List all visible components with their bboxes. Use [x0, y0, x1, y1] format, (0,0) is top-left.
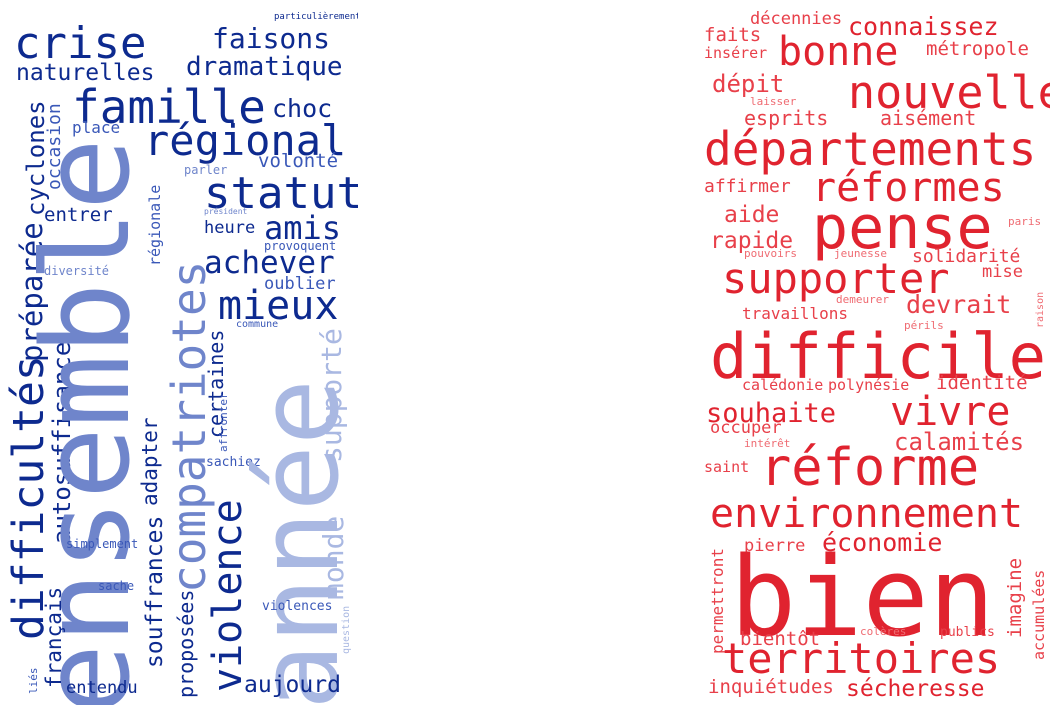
word-publics: publics — [940, 625, 995, 640]
word-commune: commune — [236, 319, 279, 330]
word-devrait: devrait — [906, 290, 1012, 319]
word-economie: économie — [822, 528, 943, 557]
word-solidarite: solidarité — [912, 246, 1021, 267]
word-regional: régional — [144, 116, 347, 165]
word-provoquent: provoquent — [264, 239, 337, 253]
word-adapter: adapter — [138, 417, 162, 506]
word-pierre: pierre — [744, 536, 806, 556]
word-aujourd: aujourd — [244, 672, 341, 698]
word-souhaite: souhaite — [706, 398, 837, 429]
word-imagine: imagine — [1004, 557, 1026, 638]
word-difficile: difficile — [710, 320, 1046, 393]
word-choc: choc — [272, 94, 333, 123]
word-connaissez: connaissez — [848, 12, 999, 41]
word-reforme: réforme — [760, 438, 980, 498]
word-faits: faits — [704, 24, 762, 46]
word-secheresse: sécheresse — [846, 676, 985, 702]
word-faisons: faisons — [212, 22, 331, 55]
word-bonne: bonne — [778, 29, 899, 75]
word-pense: pense — [812, 193, 993, 263]
word-lies: liés — [27, 667, 40, 695]
word-parler: parler — [184, 163, 228, 177]
word-simplement: simplement — [66, 537, 139, 551]
word-jeunesse: jeunesse — [834, 247, 887, 260]
word-souffrances: souffrances — [142, 515, 168, 668]
word-proposees: proposées — [174, 589, 198, 698]
word-perils: périls — [904, 319, 944, 332]
word-paris: paris — [1008, 215, 1042, 228]
word-question: question — [341, 605, 352, 654]
word-laisser: laisser — [750, 95, 797, 108]
word-environnement: environnement — [710, 491, 1024, 537]
word-amis: amis — [264, 209, 342, 247]
word-bientot: bientôt — [740, 628, 821, 650]
word-annee: année — [235, 378, 358, 705]
word-francais: français — [42, 586, 66, 688]
word-mise: mise — [982, 262, 1023, 282]
word-diversite: diversité — [44, 264, 110, 278]
word-accumulees: accumulées — [1030, 569, 1048, 660]
word-reformes: réformes — [812, 165, 1005, 211]
word-occuper: occuper — [710, 418, 782, 438]
word-violences: violences — [262, 599, 333, 614]
word-calamites: calamités — [894, 428, 1025, 456]
word-travaillons: travaillons — [742, 304, 848, 323]
word-naturelles: naturelles — [16, 60, 155, 86]
word-pouvoirs: pouvoirs — [744, 247, 797, 260]
word-coleres: colères — [860, 625, 907, 638]
word-entrer: entrer — [44, 204, 113, 226]
word-oublier: oublier — [264, 274, 336, 294]
word-mieux: mieux — [218, 283, 339, 329]
word-rapide: rapide — [710, 228, 794, 254]
word-supporter: supporter — [722, 254, 950, 303]
word-volonte: volonté — [258, 150, 339, 172]
word-decennies: décennies — [750, 9, 843, 29]
word-nouvelle: nouvelle — [848, 66, 1050, 119]
word-sache: sache — [98, 579, 135, 593]
word-cloud-left: particulièrement crise faisons naturelles dr… — [8, 8, 358, 706]
word-heure: heure — [204, 218, 256, 238]
word-dramatique: dramatique — [186, 52, 343, 82]
word-cloud-right: décennies connaissez faits bonne métropole in… — [700, 8, 1050, 705]
word-bien: bien — [730, 533, 995, 661]
word-aide: aide — [724, 202, 780, 228]
word-place: place — [72, 118, 121, 137]
word-affronter: affronter — [217, 392, 230, 452]
word-departements: départements — [704, 122, 1037, 176]
word-depit: dépit — [712, 70, 785, 98]
word-aisement: aisément — [880, 106, 977, 130]
word-crise: crise — [14, 18, 147, 69]
word-entendu: entendu — [66, 678, 138, 698]
word-metropole: métropole — [926, 38, 1029, 60]
word-esprits: esprits — [744, 106, 829, 130]
word-affirmer: affirmer — [704, 176, 791, 197]
word-achever: achever — [204, 245, 335, 281]
word-inquietudes: inquiétudes — [708, 676, 834, 698]
word-caledonie: calédonie — [742, 376, 824, 394]
word-vivre: vivre — [890, 389, 1011, 435]
word-president: président — [204, 207, 248, 216]
word-identite: identité — [936, 372, 1028, 394]
word-saint: saint — [704, 458, 750, 476]
word-particulierement: particulièrement — [274, 12, 358, 22]
word-inserer: insérer — [704, 44, 768, 62]
word-famille: famille — [72, 80, 266, 134]
word-territoires: territoires — [722, 634, 1001, 683]
word-sachiez: sachiez — [206, 455, 261, 470]
word-interet: intérêt — [744, 437, 791, 450]
word-statut: statut — [204, 168, 358, 219]
word-demeurer: demeurer — [836, 293, 889, 306]
word-polynesie: polynésie — [828, 376, 910, 394]
